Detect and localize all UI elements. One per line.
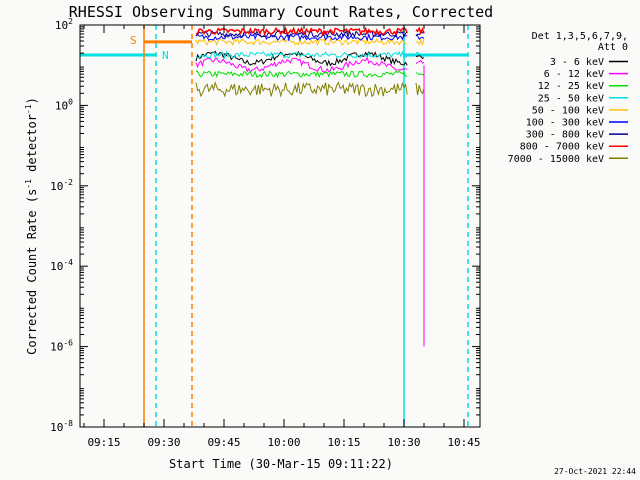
legend-entry-label: 12 - 25 keV bbox=[538, 81, 604, 92]
series-line bbox=[415, 34, 425, 41]
y-tick-exponent: -4 bbox=[63, 258, 73, 267]
legend-entry-label: 100 - 300 keV bbox=[526, 118, 604, 129]
y-tick-base: 10 bbox=[55, 99, 68, 112]
generated-timestamp: 27-Oct-2021 22:44 bbox=[554, 467, 636, 476]
y-tick-base: 10 bbox=[50, 180, 63, 193]
y-axis-label-sup1: -1 bbox=[24, 179, 33, 189]
x-axis-ticks: 09:15 09:30 09:45 10:00 10:15 10:30 10:45 bbox=[83, 25, 481, 449]
legend-entry-label: 300 - 800 keV bbox=[526, 130, 604, 141]
legend-entry-label: 25 - 50 keV bbox=[538, 93, 604, 104]
legend-entry-label: 800 - 7000 keV bbox=[520, 142, 604, 153]
legend-title-attenuator: Att 0 bbox=[598, 42, 628, 53]
x-tick-label: 10:45 bbox=[447, 436, 480, 449]
series-line bbox=[415, 30, 425, 37]
x-tick-label: 09:15 bbox=[87, 436, 120, 449]
y-tick-label: 10-2 bbox=[50, 178, 73, 193]
series-line bbox=[195, 32, 408, 42]
series-line bbox=[195, 80, 408, 98]
y-tick-label: 10-8 bbox=[50, 419, 73, 434]
series-line bbox=[415, 26, 425, 35]
y-tick-label: 100 bbox=[55, 97, 73, 112]
y-tick-base: 10 bbox=[55, 19, 68, 32]
y-tick-label: 10-4 bbox=[50, 258, 73, 273]
saa-label: S bbox=[130, 34, 137, 47]
series-line bbox=[415, 72, 425, 76]
y-tick-exponent: 0 bbox=[68, 97, 73, 106]
y-axis-label-part3: ) bbox=[25, 97, 39, 104]
legend-entry-label: 6 - 12 keV bbox=[544, 69, 604, 80]
series-line bbox=[195, 26, 408, 37]
y-axis-label-part1: Corrected Count Rate (s bbox=[25, 189, 39, 355]
series-line bbox=[415, 59, 425, 65]
y-tick-exponent: -6 bbox=[63, 339, 73, 348]
legend-title-detectors: Det 1,3,5,6,7,9, bbox=[532, 31, 628, 42]
series-line bbox=[195, 70, 408, 79]
x-tick-label: 10:30 bbox=[387, 436, 420, 449]
saa-night-overlays: NS bbox=[80, 25, 469, 427]
y-tick-base: 10 bbox=[50, 421, 63, 434]
series-line bbox=[195, 37, 408, 47]
chart-title: RHESSI Observing Summary Count Rates, Co… bbox=[69, 3, 493, 21]
y-tick-exponent: -8 bbox=[63, 419, 73, 428]
legend-entry-label: 3 - 6 keV bbox=[550, 57, 604, 68]
legend-entry-label: 7000 - 15000 keV bbox=[508, 154, 604, 165]
y-tick-exponent: -2 bbox=[63, 178, 73, 187]
y-tick-label: 10-6 bbox=[50, 339, 73, 354]
y-tick-exponent: 2 bbox=[68, 17, 73, 26]
plot-frame bbox=[79, 24, 481, 428]
series-lines bbox=[195, 26, 425, 347]
x-tick-label: 10:00 bbox=[267, 436, 300, 449]
y-axis-label-sup2: -1 bbox=[24, 104, 33, 114]
series-line bbox=[195, 50, 408, 60]
y-axis-label: Corrected Count Rate (s-1 detector-1) bbox=[24, 97, 39, 355]
night-label: N bbox=[162, 49, 169, 62]
series-line bbox=[195, 50, 408, 67]
x-tick-label: 10:15 bbox=[327, 436, 360, 449]
y-axis-label-part2: detector bbox=[25, 114, 39, 179]
x-axis-label: Start Time (30-Mar-15 09:11:22) bbox=[169, 457, 393, 471]
y-tick-base: 10 bbox=[50, 260, 63, 273]
chart-title-text: RHESSI Observing Summary Count Rates, Co… bbox=[69, 3, 493, 21]
y-tick-label: 102 bbox=[55, 17, 73, 32]
series-line bbox=[415, 51, 425, 58]
legend-entry-label: 50 - 100 keV bbox=[532, 105, 604, 116]
x-tick-label: 09:45 bbox=[207, 436, 240, 449]
series-line bbox=[195, 56, 408, 74]
series-line bbox=[415, 38, 425, 47]
y-tick-base: 10 bbox=[50, 341, 63, 354]
series-line bbox=[415, 55, 425, 60]
series-line bbox=[415, 82, 425, 96]
x-tick-label: 09:30 bbox=[147, 436, 180, 449]
